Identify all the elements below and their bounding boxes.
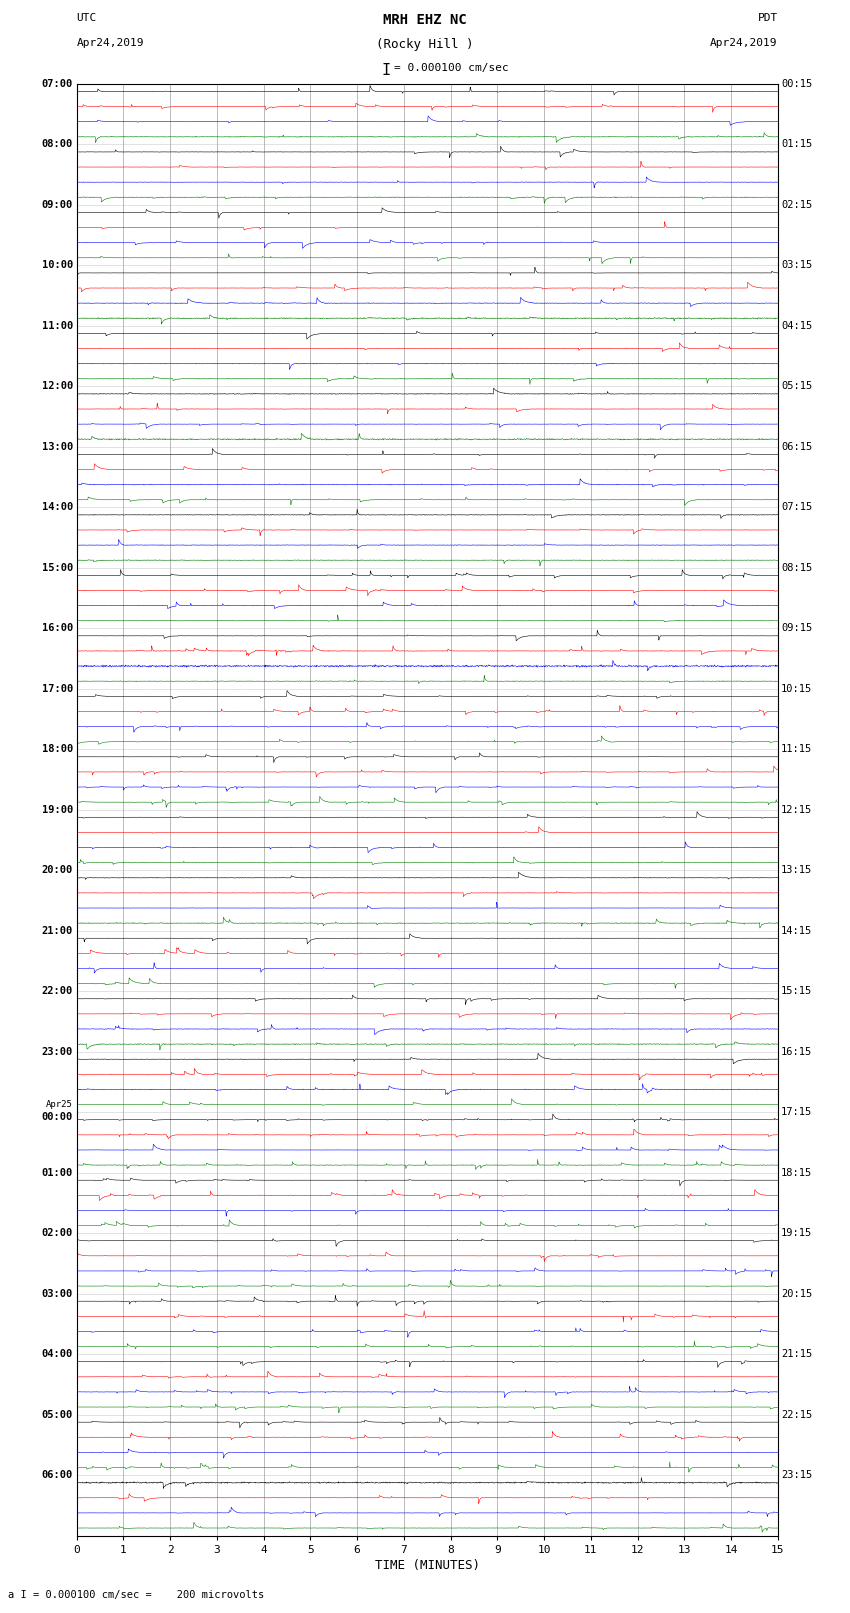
Text: (Rocky Hill ): (Rocky Hill ) [377, 37, 473, 50]
Text: 23:00: 23:00 [42, 1047, 73, 1057]
Text: 12:00: 12:00 [42, 381, 73, 392]
Text: 16:15: 16:15 [781, 1047, 813, 1057]
Text: 18:15: 18:15 [781, 1168, 813, 1177]
Text: Apr24,2019: Apr24,2019 [711, 37, 778, 48]
X-axis label: TIME (MINUTES): TIME (MINUTES) [375, 1558, 479, 1571]
Text: 03:00: 03:00 [42, 1289, 73, 1298]
Text: 08:00: 08:00 [42, 139, 73, 150]
Text: 22:15: 22:15 [781, 1410, 813, 1419]
Text: 17:15: 17:15 [781, 1107, 813, 1118]
Text: 13:15: 13:15 [781, 865, 813, 876]
Text: 07:00: 07:00 [42, 79, 73, 89]
Text: Apr25: Apr25 [46, 1100, 73, 1110]
Text: 00:15: 00:15 [781, 79, 813, 89]
Text: 04:15: 04:15 [781, 321, 813, 331]
Text: 21:15: 21:15 [781, 1348, 813, 1360]
Text: UTC: UTC [76, 13, 97, 23]
Text: 11:15: 11:15 [781, 744, 813, 755]
Text: 17:00: 17:00 [42, 684, 73, 694]
Text: 18:00: 18:00 [42, 744, 73, 755]
Text: 12:15: 12:15 [781, 805, 813, 815]
Text: 13:00: 13:00 [42, 442, 73, 452]
Text: a I = 0.000100 cm/sec =    200 microvolts: a I = 0.000100 cm/sec = 200 microvolts [8, 1590, 264, 1600]
Text: 19:00: 19:00 [42, 805, 73, 815]
Text: 11:00: 11:00 [42, 321, 73, 331]
Text: 10:15: 10:15 [781, 684, 813, 694]
Text: 02:15: 02:15 [781, 200, 813, 210]
Text: 02:00: 02:00 [42, 1227, 73, 1239]
Text: 04:00: 04:00 [42, 1348, 73, 1360]
Text: 15:15: 15:15 [781, 986, 813, 997]
Text: = 0.000100 cm/sec: = 0.000100 cm/sec [394, 63, 508, 73]
Text: 14:00: 14:00 [42, 502, 73, 513]
Text: 20:00: 20:00 [42, 865, 73, 876]
Text: PDT: PDT [757, 13, 778, 23]
Text: 19:15: 19:15 [781, 1227, 813, 1239]
Text: 05:00: 05:00 [42, 1410, 73, 1419]
Text: 07:15: 07:15 [781, 502, 813, 513]
Text: 06:15: 06:15 [781, 442, 813, 452]
Text: 05:15: 05:15 [781, 381, 813, 392]
Text: 16:00: 16:00 [42, 623, 73, 634]
Text: 21:00: 21:00 [42, 926, 73, 936]
Text: 01:00: 01:00 [42, 1168, 73, 1177]
Text: 14:15: 14:15 [781, 926, 813, 936]
Text: 09:15: 09:15 [781, 623, 813, 634]
Text: 20:15: 20:15 [781, 1289, 813, 1298]
Text: 15:00: 15:00 [42, 563, 73, 573]
Text: Apr24,2019: Apr24,2019 [76, 37, 144, 48]
Text: 06:00: 06:00 [42, 1469, 73, 1481]
Text: 08:15: 08:15 [781, 563, 813, 573]
Text: 03:15: 03:15 [781, 260, 813, 271]
Text: 23:15: 23:15 [781, 1469, 813, 1481]
Text: 09:00: 09:00 [42, 200, 73, 210]
Text: MRH EHZ NC: MRH EHZ NC [383, 13, 467, 26]
Text: 01:15: 01:15 [781, 139, 813, 150]
Text: I: I [382, 63, 391, 77]
Text: 22:00: 22:00 [42, 986, 73, 997]
Text: 00:00: 00:00 [42, 1113, 73, 1123]
Text: 10:00: 10:00 [42, 260, 73, 271]
